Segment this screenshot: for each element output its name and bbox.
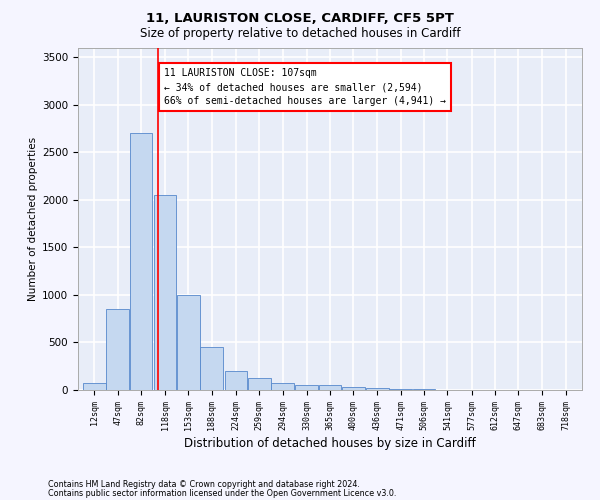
Text: Contains public sector information licensed under the Open Government Licence v3: Contains public sector information licen… [48, 489, 397, 498]
Bar [342, 387, 365, 390]
Bar [366, 388, 389, 390]
Bar [248, 378, 271, 390]
X-axis label: Distribution of detached houses by size in Cardiff: Distribution of detached houses by size … [184, 436, 476, 450]
Bar [177, 295, 200, 390]
Bar [83, 383, 106, 390]
Bar [224, 371, 247, 390]
Text: 11, LAURISTON CLOSE, CARDIFF, CF5 5PT: 11, LAURISTON CLOSE, CARDIFF, CF5 5PT [146, 12, 454, 26]
Bar [413, 389, 436, 390]
Bar [130, 133, 152, 390]
Bar [389, 389, 412, 390]
Text: Size of property relative to detached houses in Cardiff: Size of property relative to detached ho… [140, 28, 460, 40]
Bar [154, 195, 176, 390]
Text: Contains HM Land Registry data © Crown copyright and database right 2024.: Contains HM Land Registry data © Crown c… [48, 480, 360, 489]
Bar [295, 385, 318, 390]
Y-axis label: Number of detached properties: Number of detached properties [28, 136, 38, 301]
Bar [271, 383, 294, 390]
Bar [319, 385, 341, 390]
Text: 11 LAURISTON CLOSE: 107sqm
← 34% of detached houses are smaller (2,594)
66% of s: 11 LAURISTON CLOSE: 107sqm ← 34% of deta… [164, 68, 446, 106]
Bar [200, 347, 223, 390]
Bar [106, 309, 129, 390]
